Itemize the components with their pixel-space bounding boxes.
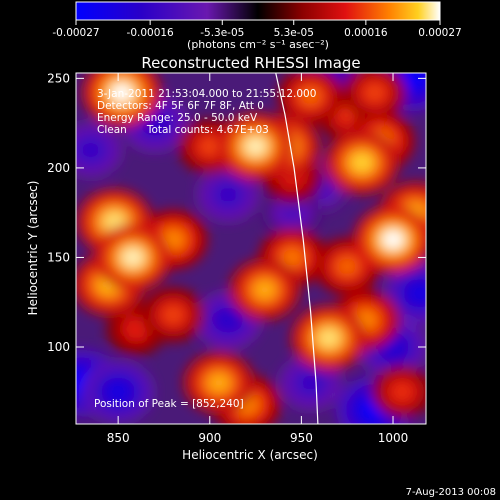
colorbar: -0.00027 -0.00016 -5.3e-05 5.3e-05 0.00016 0.…: [52, 2, 461, 51]
heatmap-blob: [82, 142, 100, 157]
date-stamp: 7-Aug-2013 00:08: [406, 487, 496, 498]
heatmap-blob: [283, 249, 302, 265]
heatmap-blob: [394, 384, 411, 399]
heatmap-blob: [219, 312, 237, 328]
y-tick-label: 150: [47, 250, 70, 264]
heatmap-blob: [201, 139, 219, 154]
x-axis-label: Heliocentric X (arcsec): [182, 448, 318, 462]
heatmap-blob: [122, 248, 144, 267]
heatmap-blob: [164, 307, 182, 322]
x-tick-label: 900: [198, 431, 221, 445]
heatmap-blob: [128, 322, 145, 337]
colorbar-tick-label: 0.00027: [418, 27, 461, 39]
y-tick-label: 200: [47, 161, 70, 175]
heatmap-blob: [255, 281, 275, 298]
colorbar-ticks: -0.00027 -0.00016 -5.3e-05 5.3e-05 0.00016 0.…: [52, 20, 461, 39]
colorbar-tick-label: -0.00027: [52, 27, 99, 39]
colorbar-unit-label: (photons cm⁻² s⁻¹ asec⁻²): [187, 38, 329, 51]
heatmap-blob: [284, 206, 300, 220]
annotation-detectors: Detectors: 4F 5F 6F 7F 8F, Att 0: [97, 100, 264, 112]
heatmap-blob: [245, 137, 267, 156]
colorbar-tick-label: -0.00016: [127, 27, 175, 39]
heatmap-blob: [338, 258, 356, 274]
y-tick-label: 100: [47, 340, 70, 354]
heatmap-blob: [219, 187, 237, 202]
heatmap-blob: [318, 329, 339, 347]
y-axis-label: Heliocentric Y (arcsec): [26, 181, 40, 316]
heatmap-blob: [209, 374, 229, 391]
annotation-time-range: 3-Jan-2011 21:53:04.000 to 21:55:12.000: [97, 88, 316, 100]
x-tick-label: 1000: [378, 431, 409, 445]
annotation-energy: Energy Range: 25.0 - 50.0 keV: [97, 112, 258, 124]
heatmap-blob: [366, 85, 384, 100]
annotation-clean: Clean Total counts: 4.67E+03: [97, 124, 269, 136]
heatmap-blob: [351, 154, 372, 172]
heatmap-blob: [411, 285, 431, 302]
annotation-peak: Position of Peak = [852,240]: [94, 398, 244, 410]
chart-title: Reconstructed RHESSI Image: [141, 54, 360, 72]
colorbar-tick-label: 0.00016: [344, 27, 388, 39]
y-tick-label: 250: [47, 71, 70, 85]
heatmap-blob: [382, 230, 404, 249]
x-tick-label: 950: [290, 431, 313, 445]
x-tick-label: 850: [107, 431, 130, 445]
colorbar-fill: [76, 2, 440, 20]
